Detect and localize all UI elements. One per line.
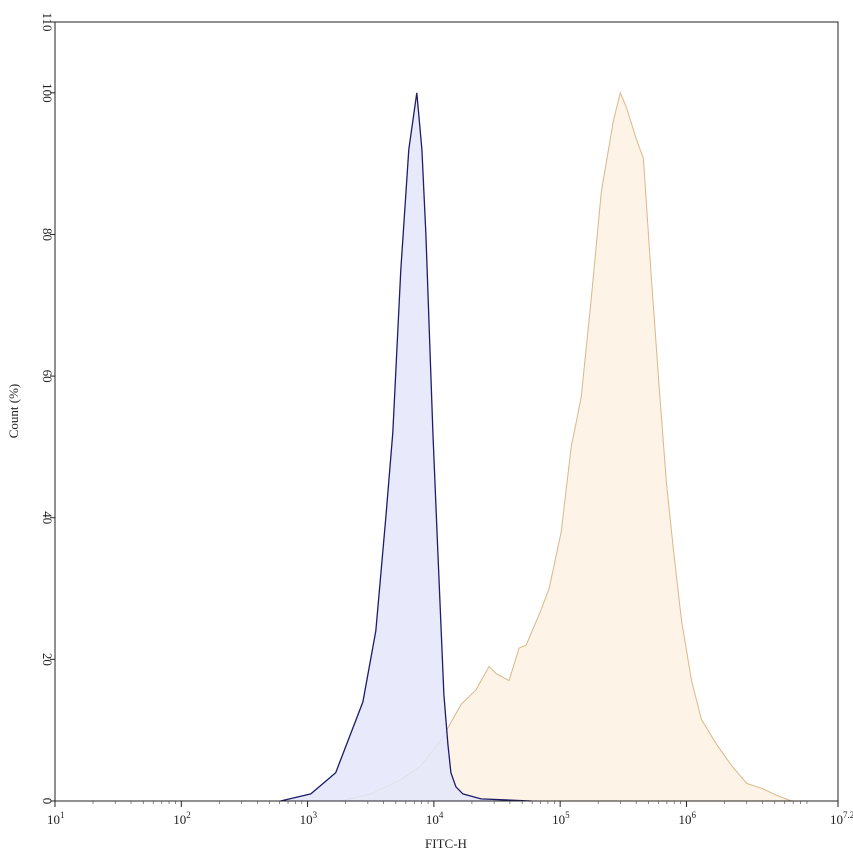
series-0-line xyxy=(340,91,792,802)
x-axis-title: FITC-H xyxy=(425,836,467,851)
x-tick-label: 103 xyxy=(300,810,318,827)
y-tick-label: 20 xyxy=(40,653,55,666)
series-1-area xyxy=(280,92,532,802)
series-1-line xyxy=(280,92,532,802)
x-tick-label: 106 xyxy=(678,810,696,827)
x-tick-label: 104 xyxy=(426,810,444,827)
y-tick-label: 40 xyxy=(40,511,55,524)
y-axis: 0 20 40 60 80 100 110 xyxy=(40,12,55,804)
series-layer xyxy=(280,91,792,802)
x-tick-label: 107.2 xyxy=(830,810,853,827)
x-tick-label: 102 xyxy=(173,810,191,827)
x-axis: 101 102 103 104 105 106 107.2 xyxy=(47,801,853,827)
y-tick-label: 60 xyxy=(40,370,55,383)
x-tick-label: 105 xyxy=(552,810,570,827)
y-tick-label: 110 xyxy=(40,12,55,31)
plot-frame xyxy=(54,21,839,802)
y-tick-label: 80 xyxy=(40,228,55,241)
y-axis-title: Count (%) xyxy=(6,384,21,439)
y-tick-label: 0 xyxy=(40,798,55,805)
series-0-area xyxy=(340,92,792,802)
x-tick-label: 101 xyxy=(47,810,65,827)
y-tick-label: 100 xyxy=(40,83,55,103)
